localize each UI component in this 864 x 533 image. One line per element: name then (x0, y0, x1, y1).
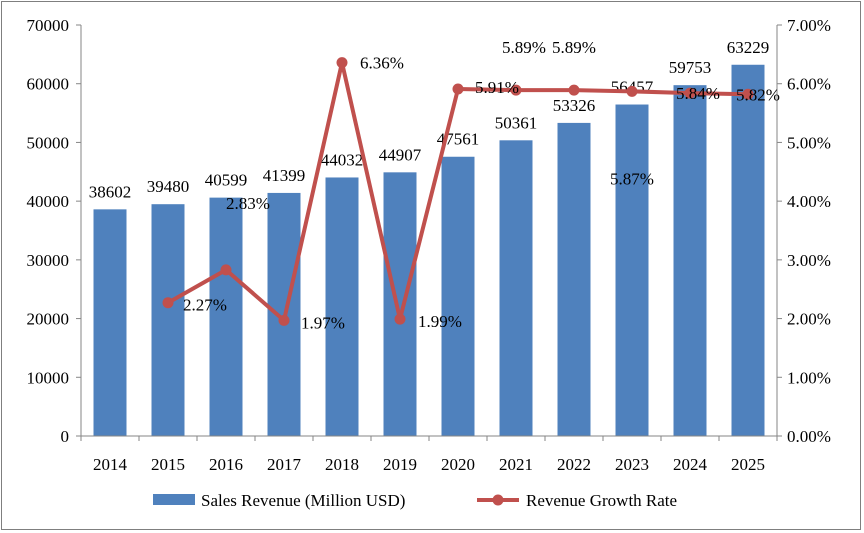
y-left-tick-label: 10000 (27, 368, 70, 387)
x-tick-label: 2016 (209, 455, 243, 474)
bar (499, 140, 533, 436)
bar-data-label: 41399 (263, 166, 306, 185)
growth-rate-marker (336, 57, 348, 69)
bar-data-label: 53326 (553, 96, 596, 115)
y-left-tick-label: 40000 (27, 192, 70, 211)
growth-rate-marker (626, 85, 638, 97)
growth-rate-marker (684, 87, 696, 99)
growth-rate-marker (452, 83, 464, 95)
x-tick-label: 2024 (673, 455, 708, 474)
x-tick-label: 2017 (267, 455, 302, 474)
y-right-tick-label: 6.00% (787, 75, 831, 94)
bar-data-label: 40599 (205, 171, 248, 190)
legend-label-bar: Sales Revenue (Million USD) (201, 491, 405, 510)
bar (673, 85, 707, 437)
y-left-tick-label: 70000 (27, 16, 70, 35)
y-right-tick-label: 5.00% (787, 133, 831, 152)
bar (325, 177, 359, 437)
x-tick-label: 2019 (383, 455, 417, 474)
bar-data-label: 44907 (379, 145, 422, 164)
bar (151, 204, 185, 436)
growth-rate-marker (278, 314, 290, 326)
y-right-tick-label: 0.00% (787, 427, 831, 446)
line-data-label: 5.89% (552, 38, 596, 57)
growth-rate-marker (742, 88, 754, 100)
line-data-label: 5.91% (475, 78, 519, 97)
bar-data-label: 44032 (321, 150, 364, 169)
y-right-tick-label: 4.00% (787, 192, 831, 211)
line-data-label: 5.89% (502, 38, 546, 57)
x-tick-label: 2021 (499, 455, 533, 474)
x-tick-label: 2023 (615, 455, 649, 474)
y-right-tick-label: 7.00% (787, 16, 831, 35)
y-right-tick-label: 2.00% (787, 310, 831, 329)
y-right-tick-label: 1.00% (787, 368, 831, 387)
x-tick-label: 2022 (557, 455, 591, 474)
growth-rate-marker (162, 297, 174, 309)
line-data-label: 5.87% (610, 169, 654, 188)
bar (557, 122, 591, 436)
bar-data-label: 59753 (669, 58, 712, 77)
y-left-tick-label: 60000 (27, 75, 70, 94)
x-tick-label: 2015 (151, 455, 185, 474)
y-left-tick-label: 50000 (27, 133, 70, 152)
line-data-label: 6.36% (360, 54, 404, 73)
bar-data-label: 38602 (89, 182, 132, 201)
bar (731, 64, 765, 437)
bar (93, 209, 127, 436)
y-right-tick-label: 3.00% (787, 251, 831, 270)
x-tick-label: 2014 (93, 455, 128, 474)
y-left-tick-label: 30000 (27, 251, 70, 270)
y-left-tick-label: 20000 (27, 310, 70, 329)
legend-label-line: Revenue Growth Rate (526, 491, 677, 510)
x-tick-label: 2025 (731, 455, 765, 474)
x-tick-label: 2018 (325, 455, 359, 474)
growth-rate-marker (568, 84, 580, 96)
bar (383, 172, 417, 436)
legend-swatch-bar (153, 494, 195, 505)
line-data-label: 2.83% (226, 194, 270, 213)
bar-data-label: 39480 (147, 177, 190, 196)
line-data-label: 5.82% (736, 85, 780, 104)
bar (615, 104, 649, 436)
line-data-label: 2.27% (183, 296, 227, 315)
line-data-label: 1.99% (418, 312, 462, 331)
bar-data-label: 50361 (495, 113, 538, 132)
y-left-tick-label: 0 (61, 427, 70, 446)
growth-rate-marker (220, 264, 232, 276)
bar (209, 197, 243, 436)
line-data-label: 5.84% (676, 84, 720, 103)
legend-swatch-marker (492, 494, 504, 506)
x-tick-label: 2020 (441, 455, 475, 474)
line-data-label: 1.97% (301, 313, 345, 332)
growth-rate-marker (510, 84, 522, 96)
bar-data-label: 63229 (727, 38, 770, 57)
growth-rate-marker (394, 313, 406, 325)
bar (441, 156, 475, 436)
